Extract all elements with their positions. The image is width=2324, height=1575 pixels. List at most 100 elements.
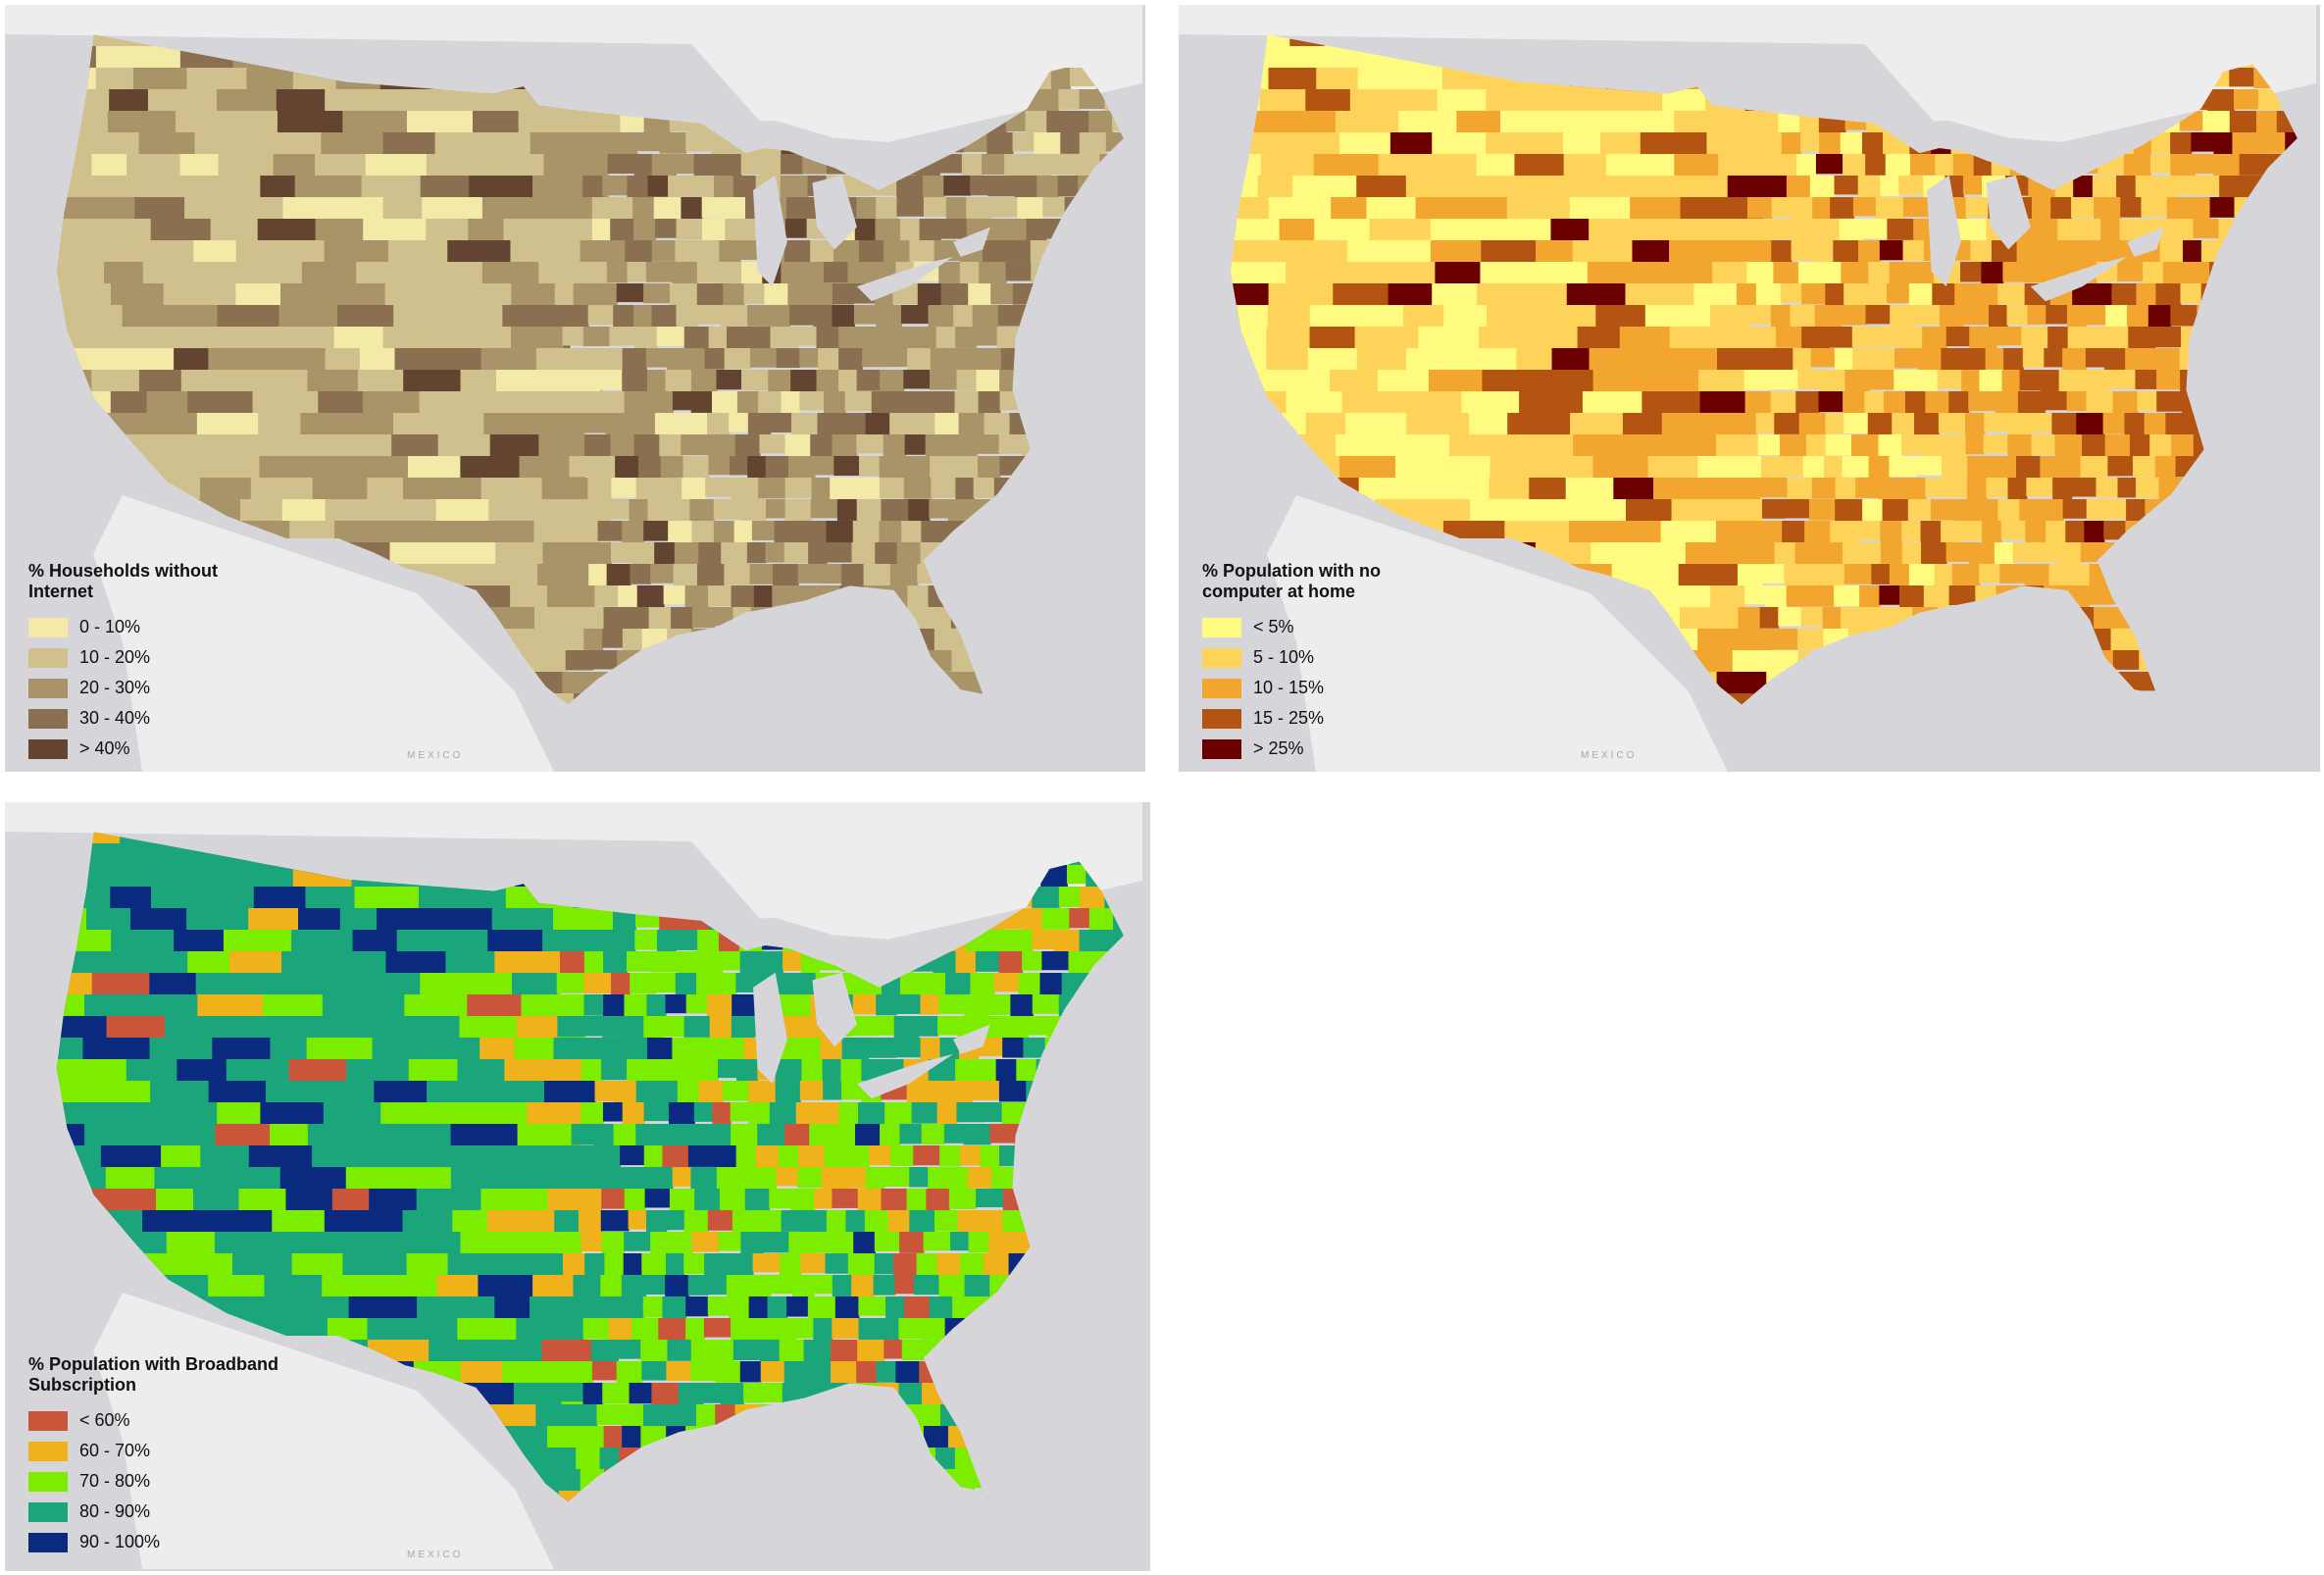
county: [947, 499, 971, 525]
county: [2068, 629, 2093, 649]
county: [681, 434, 710, 456]
county: [1761, 564, 1786, 584]
county: [751, 521, 776, 540]
county: [2129, 434, 2151, 458]
county: [1902, 240, 1925, 261]
county: [2226, 629, 2246, 651]
county: [2026, 478, 2054, 497]
county: [993, 973, 1020, 992]
county: [2170, 305, 2198, 327]
county: [1834, 585, 1861, 607]
county: [917, 283, 942, 306]
county: [1122, 413, 1124, 436]
county: [1885, 154, 1911, 179]
county: [610, 542, 632, 563]
county: [838, 348, 864, 372]
county: [1841, 607, 1866, 632]
county: [1736, 283, 1757, 306]
county: [1861, 132, 1885, 157]
county: [826, 1210, 847, 1236]
county: [603, 951, 628, 975]
county: [1016, 564, 1038, 584]
legend-swatch: [1202, 617, 1241, 637]
county: [2003, 348, 2024, 372]
county: [617, 650, 638, 671]
county: [2239, 154, 2265, 176]
county: [588, 1167, 609, 1191]
legend-swatch: [28, 1532, 68, 1552]
county: [1791, 197, 1814, 221]
county: [643, 1102, 670, 1122]
county: [1915, 456, 1944, 476]
county: [652, 951, 681, 973]
county: [459, 843, 497, 885]
county: [826, 521, 854, 543]
county: [709, 1016, 733, 1040]
county: [646, 1038, 674, 1063]
county: [875, 1404, 897, 1427]
county: [865, 1167, 885, 1192]
county: [584, 1016, 604, 1037]
county: [777, 1318, 797, 1343]
county: [1830, 521, 1859, 545]
county: [974, 348, 1002, 375]
county: [2107, 370, 2137, 389]
county: [1844, 413, 1869, 433]
county: [994, 1469, 1017, 1491]
county: [2229, 111, 2257, 135]
county: [919, 1404, 941, 1431]
county: [940, 930, 967, 953]
county: [1834, 348, 1854, 370]
county: [1863, 283, 1888, 306]
county: [2160, 585, 2188, 608]
county: [1901, 478, 1927, 502]
county: [1076, 1232, 1101, 1258]
county: [940, 564, 965, 584]
county: [997, 1491, 1024, 1502]
county: [2126, 499, 2147, 526]
county: [1766, 672, 1795, 695]
county: [1844, 111, 1868, 130]
county: [2297, 499, 2298, 526]
county: [682, 456, 710, 483]
county: [1088, 370, 1117, 395]
county: [597, 521, 624, 541]
county: [784, 499, 812, 524]
county: [1062, 585, 1084, 605]
county: [2248, 499, 2277, 525]
county: [712, 1102, 732, 1129]
county: [2040, 499, 2064, 522]
county: [636, 132, 661, 152]
county: [1029, 1210, 1058, 1234]
county: [645, 262, 674, 282]
county: [1039, 973, 1063, 998]
county: [662, 1145, 689, 1169]
county: [2139, 650, 2162, 671]
county: [668, 176, 696, 197]
county: [1055, 283, 1079, 306]
county: [607, 1167, 629, 1192]
county: [784, 434, 812, 457]
legend-label: 0 - 10%: [79, 617, 141, 636]
county: [622, 629, 643, 652]
county: [1901, 434, 1925, 455]
county: [1874, 89, 1894, 109]
county: [591, 887, 617, 911]
county: [2239, 283, 2266, 304]
county: [992, 1340, 1016, 1366]
county: [860, 327, 889, 353]
county: [1035, 1253, 1058, 1276]
county: [557, 1016, 586, 1038]
county: [1010, 542, 1031, 568]
county: [1875, 629, 1897, 648]
county: [826, 542, 853, 563]
county: [2104, 434, 2131, 458]
county: [1937, 607, 1962, 629]
county: [2278, 89, 2298, 109]
county: [631, 542, 656, 568]
basemap-mexico: [1267, 495, 1728, 772]
basemap-canada: [1179, 5, 2316, 142]
county: [1814, 240, 1835, 265]
county: [644, 1491, 665, 1502]
county: [1058, 89, 1081, 110]
